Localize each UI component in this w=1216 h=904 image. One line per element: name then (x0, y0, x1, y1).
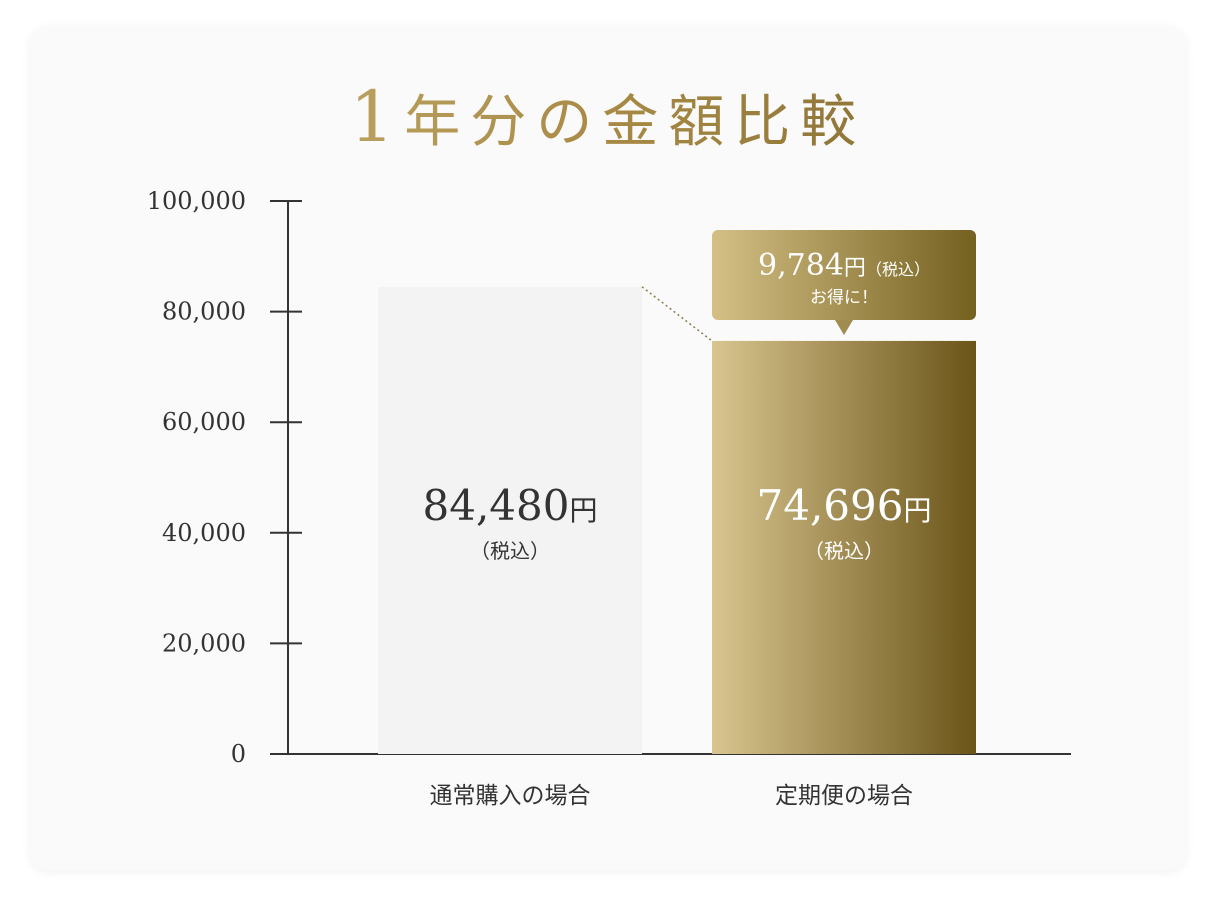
labels: 84,480円 （税込） 74,696円 （税込） 通常購入の場合 定期便の場合 9,784… (423, 230, 976, 809)
bar-0 (378, 286, 642, 754)
callout-amount: 9,784円（税込） (758, 248, 930, 283)
bar-1 (712, 340, 976, 754)
y-tick-label: 80,000 (162, 298, 246, 326)
difference-connector (641, 286, 713, 342)
y-tick-label: 0 (231, 740, 246, 768)
bar-value-label: 84,480円 (423, 481, 598, 530)
callout-box (712, 230, 976, 320)
bars (378, 286, 976, 754)
y-tick-label: 40,000 (162, 519, 246, 547)
bar-tax-label: （税込） (470, 539, 550, 563)
callout-line2: お得に！ (810, 288, 878, 308)
callout-pointer (835, 320, 853, 335)
y-tick-label: 100,000 (147, 187, 246, 215)
y-tick-label: 60,000 (162, 408, 246, 436)
y-tick-label: 20,000 (162, 629, 246, 657)
axes: 0 20,000 40,000 60,000 80,000 100,000 (147, 187, 1071, 768)
savings-callout: 9,784円（税込） お得に！ (712, 230, 976, 335)
bar-value-label: 74,696円 (757, 481, 932, 530)
category-label: 定期便の場合 (775, 783, 913, 809)
bar-tax-label: （税込） (804, 539, 884, 563)
category-label: 通常購入の場合 (430, 783, 591, 809)
